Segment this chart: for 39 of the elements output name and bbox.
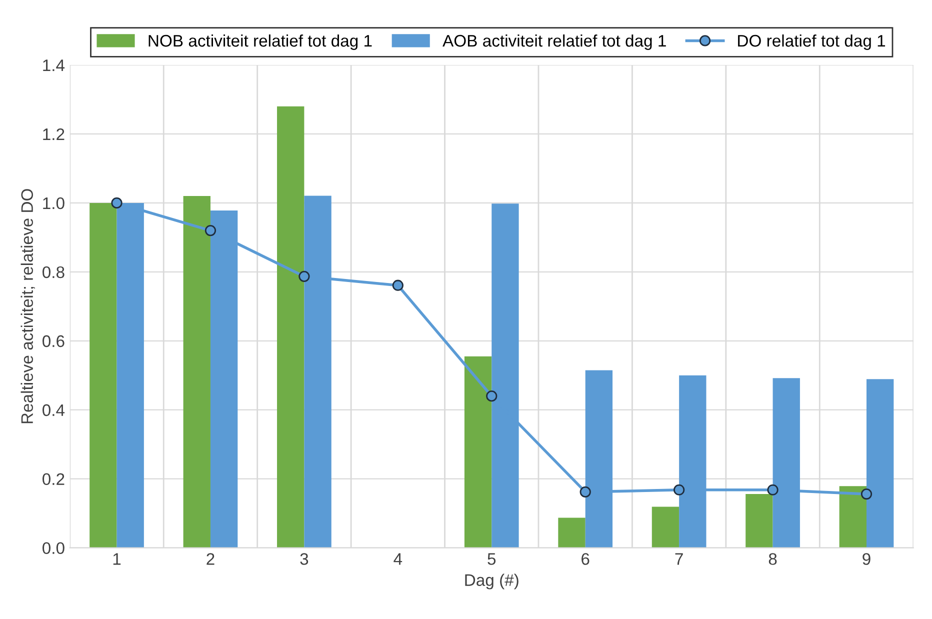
x-tick-label: 1 — [113, 553, 121, 565]
x-tick-label: 4 — [394, 553, 402, 565]
x-tick-label: 7 — [675, 553, 683, 565]
bar — [277, 106, 304, 548]
x-tick-label: 6 — [582, 553, 590, 565]
point — [860, 488, 872, 500]
y-axis-title: Realtieve activiteit; relatieve DO — [20, 189, 35, 424]
bar — [90, 202, 117, 548]
y-tick-label: 1.4 — [43, 60, 65, 72]
point — [111, 197, 122, 208]
x-tick-label: 9 — [862, 553, 870, 565]
bar — [183, 196, 210, 548]
legend-label: DO relatief tot dag 1 — [738, 34, 886, 50]
bar — [464, 356, 492, 548]
legend-label: AOB activiteit relatief tot dag 1 — [442, 34, 666, 50]
y-tick-label: 0.6 — [42, 335, 64, 348]
point — [674, 484, 685, 496]
point — [204, 224, 216, 236]
y-tick-label: 0.8 — [42, 266, 64, 278]
y-tick-label: 0.0 — [42, 542, 64, 554]
bar — [558, 518, 586, 548]
x-tick-label: 2 — [206, 553, 214, 565]
y-tick-label: 0.4 — [42, 404, 65, 416]
point — [392, 280, 404, 291]
y-tick-label: 1.2 — [43, 128, 64, 140]
bar — [652, 506, 680, 548]
bar — [839, 486, 866, 548]
point — [767, 484, 778, 496]
legend-label: NOB activiteit relatief tot dag 1 — [148, 34, 372, 50]
x-axis-title: Dag (#) — [465, 574, 518, 590]
point — [298, 270, 310, 282]
y-tick-label: 0.2 — [42, 473, 64, 486]
point — [486, 390, 498, 402]
x-tick-label: 8 — [768, 553, 777, 565]
point — [580, 486, 591, 498]
y-tick-label: 1.0 — [43, 197, 64, 210]
x-tick-label: 5 — [488, 553, 496, 565]
x-tick-label: 3 — [300, 553, 308, 565]
bar — [746, 494, 773, 548]
